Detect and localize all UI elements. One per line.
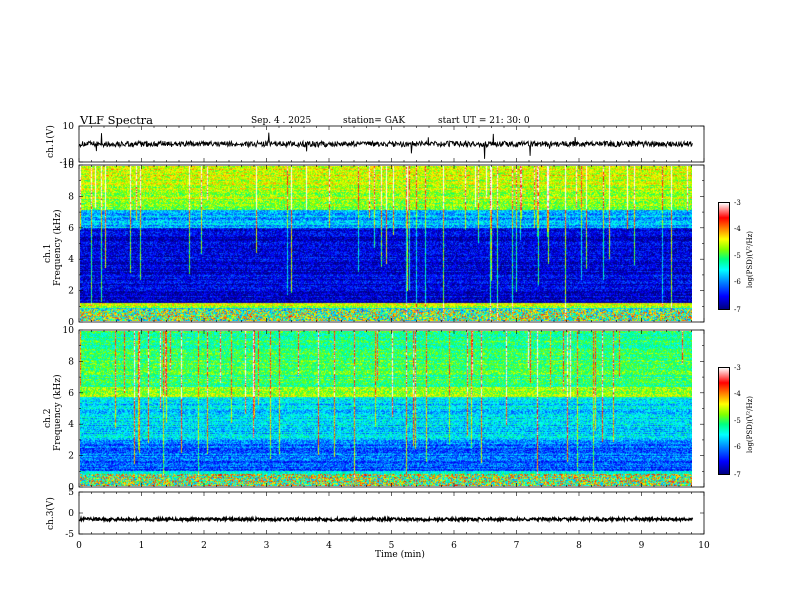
cb2-label: log(PSD)(V²/Hz) <box>746 396 754 453</box>
start-time-label: start UT = 21: 30: 0 <box>438 116 530 126</box>
x-tick-label: 3 <box>264 541 270 551</box>
x-axis-label: Time (min) <box>375 549 425 560</box>
x-tick-label: 0 <box>76 541 82 551</box>
station-label: station= GAK <box>343 116 405 126</box>
ch1-waveform-trace <box>78 132 693 159</box>
x-tick-label: 8 <box>576 541 582 551</box>
x-tick-label: 1 <box>139 541 145 551</box>
y-tick-label: 0 <box>68 318 74 328</box>
figure-title: VLF Spectra <box>79 113 153 127</box>
x-tick-label: 7 <box>514 541 520 551</box>
ch2-spectrogram-ylabel: Frequency (kHz) <box>52 374 63 451</box>
y-tick-label: 0 <box>68 509 74 519</box>
y-tick-label: 4 <box>68 255 74 265</box>
y-tick-label: 10 <box>63 122 75 132</box>
ch2-spectrogram-title: ch.2 <box>43 409 53 428</box>
y-tick-label: 2 <box>68 452 74 462</box>
y-tick-label: -10 <box>60 158 75 168</box>
cb2-tick-2: -5 <box>734 417 741 425</box>
cb2-tick-3: -6 <box>734 443 741 451</box>
x-tick-label: 10 <box>698 541 710 551</box>
x-tick-label: 9 <box>639 541 645 551</box>
y-tick-label: 4 <box>68 420 74 430</box>
y-tick-label: -5 <box>65 530 74 540</box>
y-tick-label: 10 <box>63 326 75 336</box>
x-tick-label: 5 <box>389 541 395 551</box>
ch3-waveform-ylabel: ch.3(V) <box>45 497 56 530</box>
x-tick-label: 4 <box>326 541 332 551</box>
y-tick-label: 5 <box>68 488 74 498</box>
ch1-spectrogram-ylabel: Frequency (kHz) <box>52 209 63 286</box>
ch1-waveform-ylabel: ch.1(V) <box>45 125 56 158</box>
waveforms <box>78 132 694 524</box>
date-label: Sep. 4 . 2025 <box>251 116 311 126</box>
y-tick-label: 0 <box>68 483 74 493</box>
cb1-tick-4: -7 <box>734 306 741 314</box>
cb2-tick-0: -3 <box>734 364 741 372</box>
ch2-spectrogram-image <box>80 331 692 486</box>
ch1-colorbar <box>718 202 730 310</box>
cb1-tick-2: -5 <box>734 252 741 260</box>
ch3-waveform-trace <box>78 515 694 524</box>
y-tick-label: 6 <box>68 389 74 399</box>
cb2-tick-4: -7 <box>734 471 741 479</box>
y-tick-label: 10 <box>63 161 75 171</box>
cb2-tick-1: -4 <box>734 390 741 398</box>
x-tick-label: 6 <box>451 541 457 551</box>
ch1-spectrogram-image <box>80 166 692 321</box>
y-tick-label: 8 <box>68 357 74 367</box>
cb1-label: log(PSD)(V²/Hz) <box>746 231 754 288</box>
y-tick-label: 6 <box>68 224 74 234</box>
ch2-colorbar <box>718 367 730 475</box>
x-tick-label: 2 <box>201 541 207 551</box>
cb1-tick-0: -3 <box>734 199 741 207</box>
ch3-waveform-frame <box>78 491 705 535</box>
y-tick-label: 2 <box>68 287 74 297</box>
y-tick-label: 8 <box>68 192 74 202</box>
cb1-tick-3: -6 <box>734 278 741 286</box>
ch1-spectrogram-title: ch.1 <box>43 244 53 263</box>
cb1-tick-1: -4 <box>734 225 741 233</box>
